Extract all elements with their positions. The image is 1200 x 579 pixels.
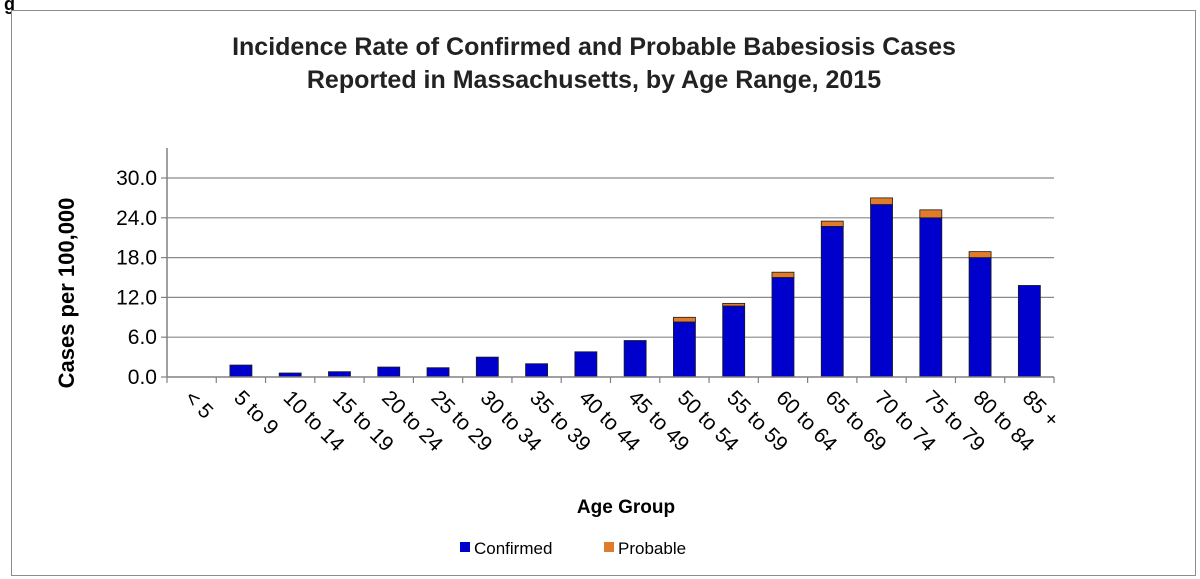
- bar-confirmed: [328, 371, 351, 378]
- legend-swatch-confirmed: [460, 542, 470, 552]
- bar-confirmed: [377, 366, 401, 378]
- x-tick-label: < 5: [180, 386, 217, 423]
- bar-confirmed: [820, 226, 844, 378]
- bar-confirmed: [673, 321, 696, 378]
- bars: [229, 197, 1041, 378]
- grid-lines: [161, 177, 1055, 383]
- bar-confirmed: [574, 351, 598, 378]
- y-axis-label: Cases per 100,000: [54, 198, 79, 389]
- y-tick-label: 0.0: [128, 366, 157, 389]
- bar-probable: [968, 251, 992, 259]
- bar-confirmed: [1017, 285, 1041, 378]
- x-tick-label: 5 to 9: [229, 386, 282, 439]
- bar-confirmed: [722, 305, 746, 378]
- bar-confirmed: [968, 257, 992, 378]
- bar-confirmed: [919, 217, 943, 378]
- figure-label: g: [4, 0, 15, 14]
- bar-confirmed: [475, 356, 499, 378]
- bar-confirmed: [229, 364, 253, 378]
- bar-confirmed: [525, 363, 548, 378]
- y-tick-labels: 0.0 6.0 12.0 18.0 24.0 30.0: [116, 167, 157, 389]
- bar-probable: [673, 316, 696, 323]
- bar-confirmed: [870, 204, 893, 378]
- bar-confirmed: [771, 277, 795, 378]
- axes: [166, 148, 1054, 378]
- bar-probable: [820, 220, 844, 227]
- y-tick-label: 30.0: [116, 167, 157, 190]
- bar-probable: [870, 197, 893, 205]
- legend-label-probable: Probable: [618, 539, 686, 558]
- legend-label-confirmed: Confirmed: [474, 539, 552, 558]
- legend: Confirmed Probable: [460, 539, 686, 558]
- bar-probable: [919, 209, 943, 219]
- chart-subtitle: Reported in Massachusetts, by Age Range,…: [307, 66, 881, 94]
- bar-confirmed: [426, 367, 450, 378]
- chart-title: Incidence Rate of Confirmed and Probable…: [232, 33, 956, 61]
- y-tick-label: 12.0: [116, 286, 157, 309]
- bar-confirmed: [623, 340, 647, 378]
- y-tick-label: 6.0: [128, 326, 157, 349]
- y-tick-label: 18.0: [116, 247, 157, 270]
- y-tick-label: 24.0: [116, 207, 157, 230]
- bar-probable: [722, 302, 746, 307]
- x-axis-label: Age Group: [577, 497, 675, 518]
- bar-probable: [771, 271, 795, 278]
- legend-swatch-probable: [604, 542, 614, 552]
